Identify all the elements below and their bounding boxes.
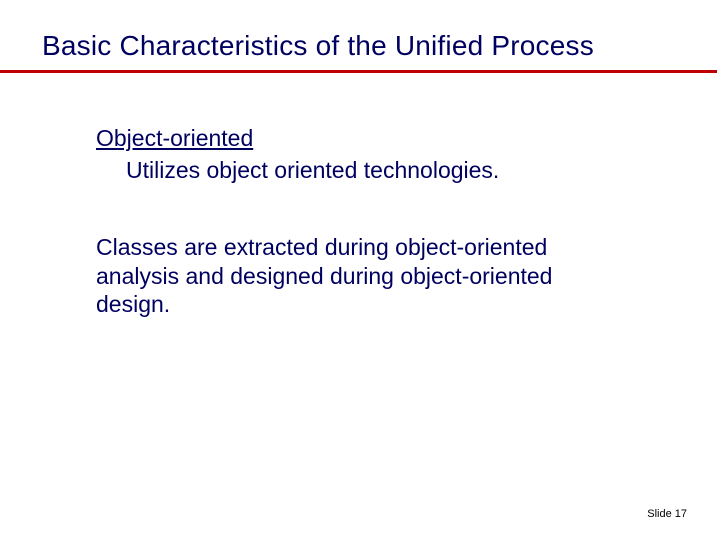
body-heading: Object-oriented (96, 125, 657, 152)
slide-body: Object-oriented Utilizes object oriented… (0, 73, 717, 319)
body-line-1: Utilizes object oriented technologies. (126, 156, 657, 185)
slide: Basic Characteristics of the Unified Pro… (0, 0, 717, 538)
body-paragraph: Classes are extracted during object-orie… (96, 233, 616, 319)
slide-title: Basic Characteristics of the Unified Pro… (42, 30, 717, 62)
title-area: Basic Characteristics of the Unified Pro… (0, 0, 717, 62)
slide-number: Slide 17 (647, 508, 687, 520)
